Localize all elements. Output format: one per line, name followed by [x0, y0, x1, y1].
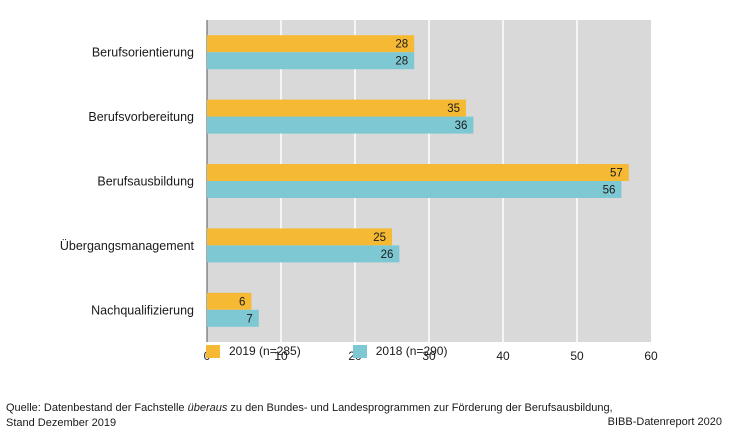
x-tick-label: 10: [274, 349, 288, 363]
source-prefix: Quelle: Datenbestand der Fachstelle: [6, 402, 188, 414]
data-label: 57: [610, 168, 623, 180]
category-labels: Berufsorientierung Berufsvorbereitung Beru…: [60, 46, 195, 318]
x-tick-label: 40: [496, 349, 510, 363]
bar-2018: [207, 245, 400, 263]
bar-2018: [207, 116, 474, 134]
data-label: 56: [603, 185, 616, 197]
bar-2019: [207, 99, 466, 117]
x-tick-label: 30: [422, 349, 436, 363]
bar-2018: [207, 181, 622, 198]
legend-item-2018: 2018 (n=290): [352, 344, 448, 358]
bar-2019: [207, 35, 415, 53]
data-label: 7: [246, 313, 252, 325]
x-tick-label: 60: [644, 349, 658, 363]
data-label: 28: [395, 39, 408, 51]
data-label: 6: [239, 296, 245, 308]
source-line-1: Quelle: Datenbestand der Fachstelle über…: [6, 401, 613, 416]
data-label: 26: [381, 249, 394, 261]
legend-swatch-2019: [206, 344, 220, 358]
data-label: 36: [455, 120, 468, 132]
source-emphasis: überaus: [187, 402, 228, 414]
data-label: 25: [373, 232, 386, 244]
category-label: Berufsorientierung: [92, 46, 194, 60]
bar-2019: [207, 292, 252, 310]
bar-2019: [207, 164, 629, 181]
data-label: 28: [395, 56, 408, 68]
category-label: Übergangsmanagement: [60, 239, 195, 253]
bars: 28 28 35 36 57 56 25 26 67: [207, 35, 629, 327]
source-note: Quelle: Datenbestand der Fachstelle über…: [6, 401, 613, 431]
bar-2019: [207, 228, 392, 246]
category-label: Berufsvorbereitung: [88, 110, 194, 124]
bar-2018: [207, 52, 415, 70]
credit: BIBB-Datenreport 2020: [607, 416, 722, 428]
source-line-2: Stand Dezember 2019: [6, 417, 117, 429]
legend-item-2019: 2019 (n=285): [206, 344, 301, 358]
data-label: 35: [447, 103, 460, 115]
legend-label-2018: 2018 (n=290): [375, 344, 448, 358]
legend-swatch-2018: [352, 344, 367, 358]
legend-label-2019: 2019 (n=285): [229, 344, 301, 358]
category-label: Nachqualifizierung: [91, 303, 194, 317]
source-suffix: zu den Bundes- und Landesprogrammen zur …: [227, 402, 613, 414]
bar-2018: [207, 309, 259, 327]
x-tick-label: 50: [570, 349, 584, 363]
category-label: Berufsausbildung: [97, 175, 194, 189]
legend: 2019 (n=285) 2018 (n=290): [206, 344, 447, 358]
